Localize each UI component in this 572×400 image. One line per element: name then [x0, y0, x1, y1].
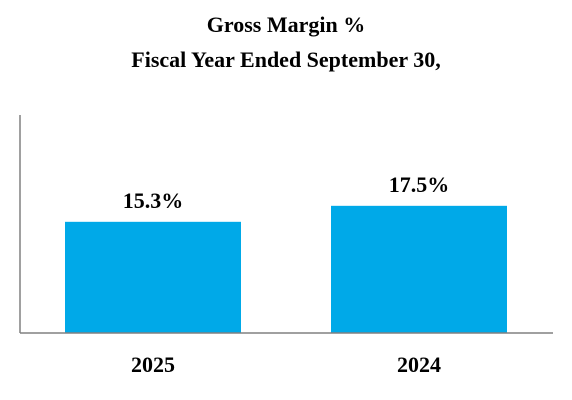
bar-2024 — [331, 205, 507, 333]
bars-layer: 15.3% 2025 17.5% 2024 — [65, 172, 507, 377]
bar-2025 — [65, 221, 241, 333]
chart-title: Gross Margin % — [207, 12, 365, 37]
category-label-2025: 2025 — [131, 352, 175, 377]
category-label-2024: 2024 — [397, 352, 441, 377]
chart-subtitle: Fiscal Year Ended September 30, — [131, 47, 440, 72]
value-label-2025: 15.3% — [123, 188, 184, 213]
value-label-2024: 17.5% — [389, 172, 450, 197]
